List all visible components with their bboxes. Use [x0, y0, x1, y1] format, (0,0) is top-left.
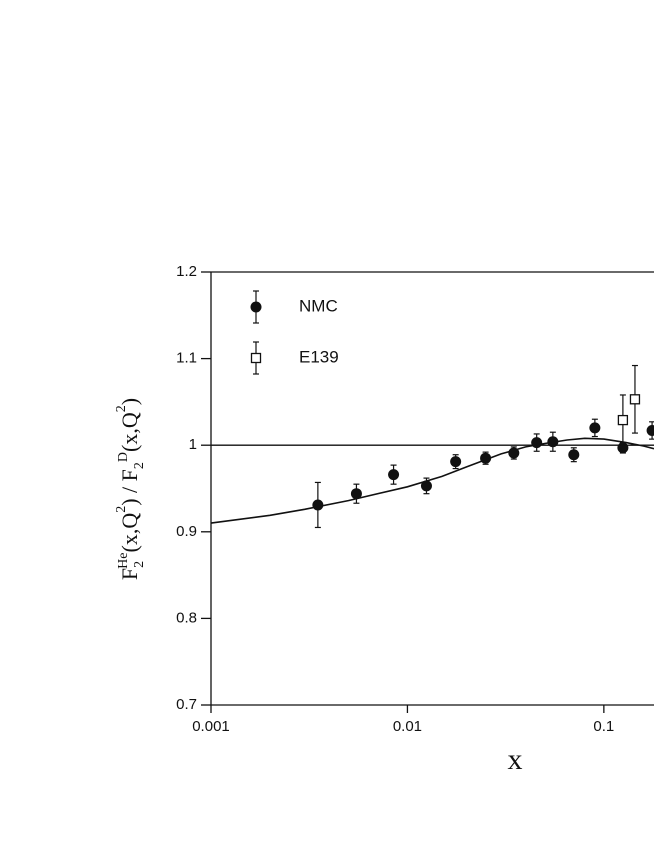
y-tick-label: 0.8	[176, 609, 197, 626]
y-tick-label: 0.9	[176, 523, 197, 540]
y-label-part: 2	[114, 506, 129, 513]
legend-marker	[250, 301, 262, 313]
y-label-part: )	[117, 398, 142, 405]
data-point	[547, 436, 559, 448]
y-label-part: (x,Q	[117, 513, 142, 553]
y-label-part: 2	[132, 462, 147, 469]
y-label-part: 2	[132, 561, 147, 568]
legend-marker	[250, 352, 262, 364]
data-point	[508, 447, 520, 459]
fit-curve	[210, 437, 654, 524]
y-label-part: He	[116, 553, 131, 569]
y-label-part: (x,Q	[117, 412, 142, 452]
x-tick-label: 0.1	[593, 718, 614, 735]
data-point	[531, 437, 543, 449]
data-point	[350, 488, 362, 500]
data-point	[617, 414, 629, 426]
legend-label: E139	[299, 347, 339, 366]
y-axis-label-text: F2He(x,Q2) / F2D(x,Q2)	[114, 398, 147, 580]
x-axis-label: x	[508, 743, 523, 776]
data-point	[568, 449, 580, 461]
x-tick-label: 0.01	[393, 718, 422, 735]
y-label-part: F	[117, 568, 142, 580]
y-tick-label: 1.2	[176, 263, 197, 280]
y-tick-label: 1.1	[176, 350, 197, 367]
data-point	[629, 394, 641, 405]
x-tick-label: 0.001	[192, 718, 230, 735]
y-tick-label: 1	[189, 436, 197, 453]
legend-label: NMC	[299, 296, 338, 315]
data-point	[420, 480, 432, 492]
y-tick-label: 0.7	[176, 696, 197, 713]
data-point	[388, 469, 400, 481]
data-point	[589, 422, 601, 434]
y-label-part: 2	[114, 405, 129, 412]
y-label-part: ) / F	[117, 469, 142, 506]
data-point	[646, 424, 654, 436]
y-axis-label: F2He(x,Q2) / F2D(x,Q2)	[114, 398, 147, 580]
data-point	[450, 456, 462, 468]
y-label-part: D	[116, 452, 131, 462]
data-point	[480, 452, 492, 464]
data-point	[312, 499, 324, 511]
